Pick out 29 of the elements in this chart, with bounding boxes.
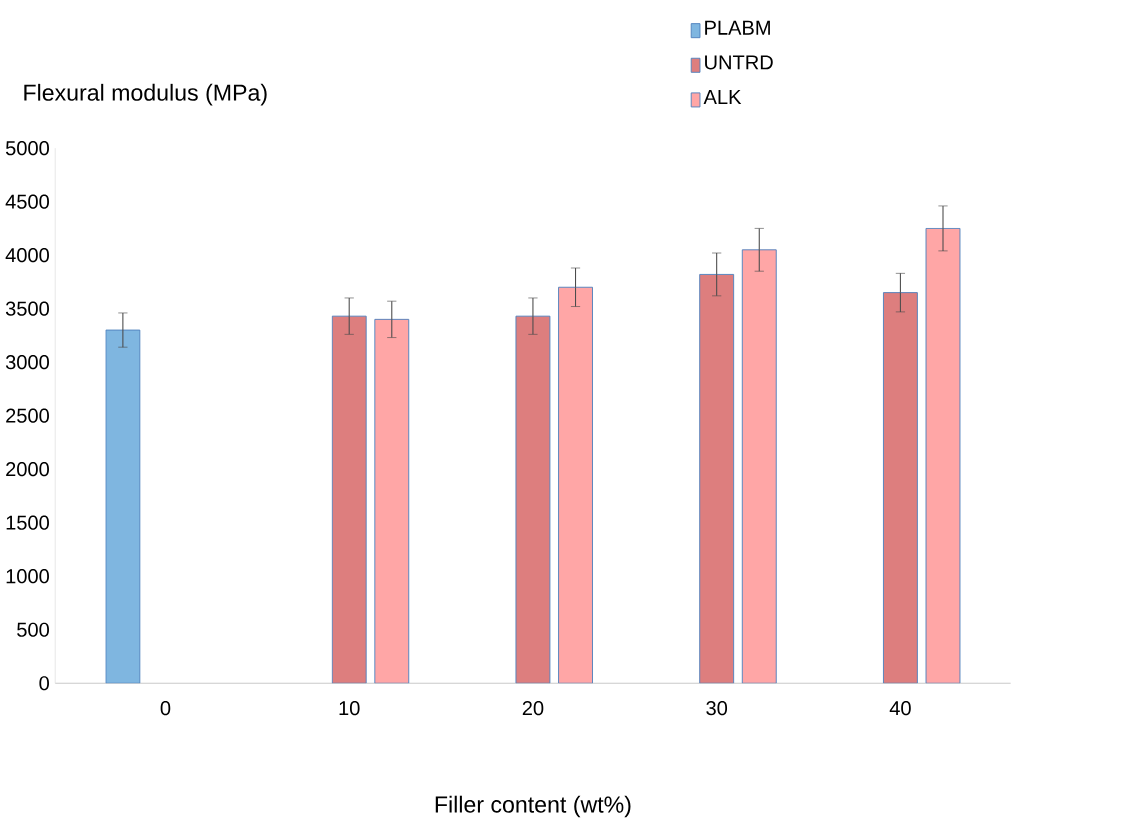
y-tick-label: 500: [17, 622, 49, 637]
bar: [515, 315, 551, 684]
bar: [558, 286, 593, 684]
y-tick-label: 3000: [5, 354, 49, 370]
x-tick-label: 20: [522, 700, 544, 716]
x-tick-label: 10: [339, 700, 360, 716]
x-tick-label: 30: [706, 700, 728, 716]
legend-label: UNTRD: [705, 55, 773, 70]
bar: [925, 227, 961, 684]
bar: [741, 249, 777, 684]
y-tick-label: 4500: [5, 194, 49, 209]
bar: [882, 291, 918, 684]
y-tick-label: 4000: [5, 247, 49, 263]
y-tick-label: 5000: [5, 140, 49, 156]
y-tick-label: 2500: [6, 408, 49, 423]
x-axis-title: Filler content (wt%): [435, 795, 631, 818]
bar: [374, 318, 410, 684]
y-axis-title: Flexural modulus (MPa): [24, 83, 267, 106]
y-tick-label: 0: [39, 675, 49, 691]
x-tick-label: 0: [160, 700, 171, 716]
y-tick-label: 3500: [5, 301, 49, 316]
y-tick-label: 1500: [6, 515, 49, 530]
bar: [699, 273, 735, 684]
bar: [331, 315, 367, 684]
y-tick-label: 2000: [6, 461, 49, 477]
x-tick-label: 40: [889, 700, 911, 716]
legend-label: PLABM: [705, 20, 770, 35]
legend-label: ALK: [703, 89, 742, 104]
y-tick-label: 1000: [6, 568, 49, 584]
